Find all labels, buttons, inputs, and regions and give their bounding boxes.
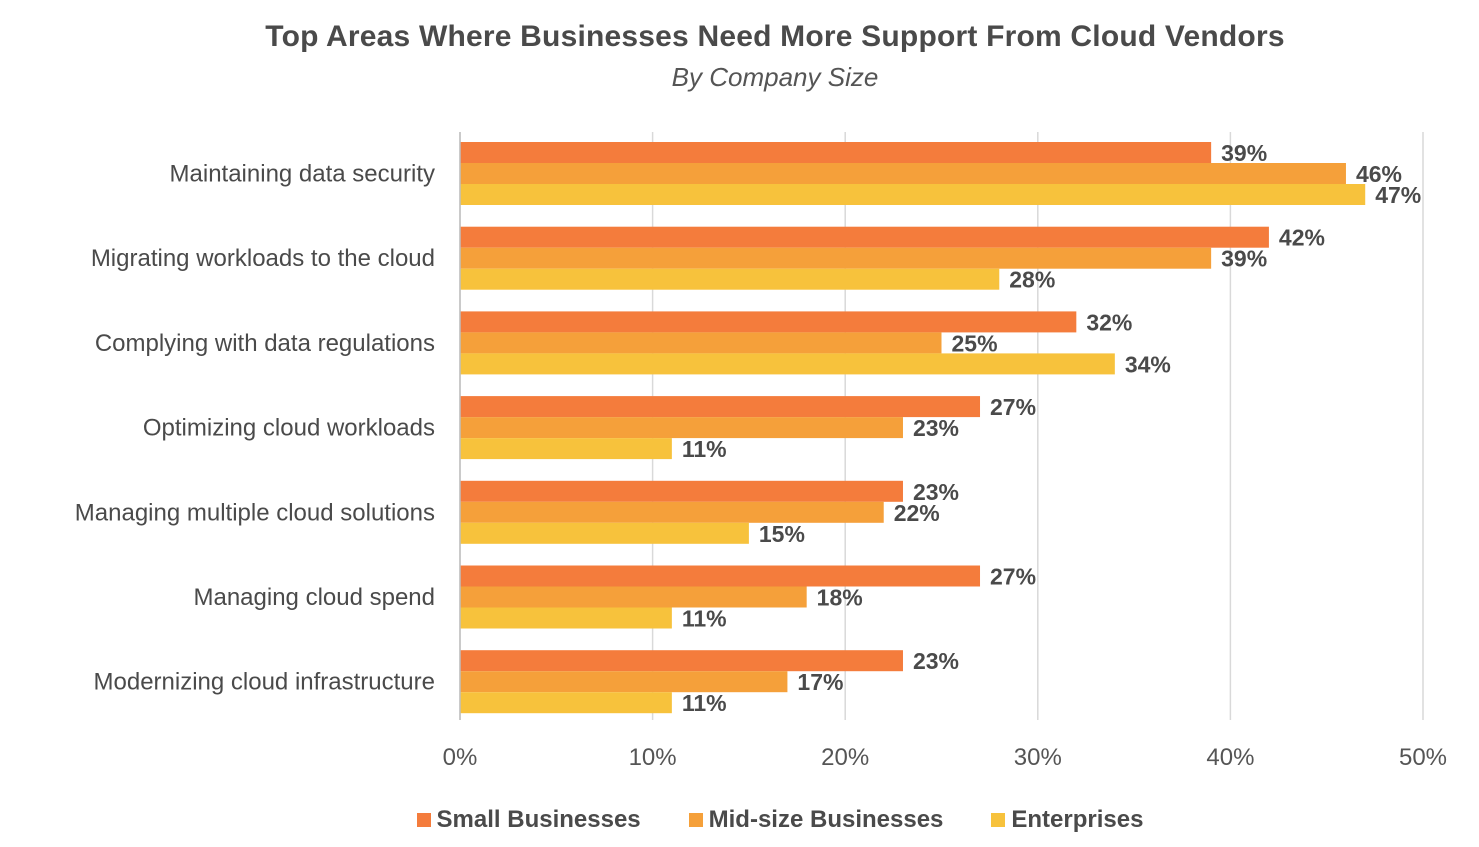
bar <box>460 396 981 418</box>
bar <box>460 353 1115 375</box>
bar-chart: 0% 10% 20% 30% 40% 50% Maintaining data securi… <box>75 132 1447 771</box>
data-label: 23% <box>913 648 959 674</box>
bar <box>460 501 884 523</box>
data-label: 42% <box>1279 225 1325 251</box>
legend-swatch-small-businesses <box>416 813 431 827</box>
x-tick-label: 0% <box>443 744 478 771</box>
category-label: Managing multiple cloud solutions <box>75 499 435 526</box>
data-label: 15% <box>759 521 805 547</box>
legend-label-enterprises: Enterprises <box>1011 806 1144 833</box>
category-label: Optimizing cloud workloads <box>143 415 435 442</box>
data-label: 23% <box>913 415 959 441</box>
bar <box>460 522 749 544</box>
data-label: 34% <box>1125 351 1171 377</box>
legend-item-enterprises: Enterprises <box>991 806 1143 834</box>
bar <box>460 607 672 629</box>
data-label: 39% <box>1221 246 1267 272</box>
data-label: 25% <box>952 330 998 356</box>
category-label: Maintaining data security <box>170 161 435 188</box>
data-label: 46% <box>1356 161 1402 187</box>
bar <box>460 417 903 439</box>
data-label: 22% <box>894 500 940 526</box>
bar <box>460 142 1212 163</box>
bar <box>460 247 1212 269</box>
x-tick-label: 10% <box>629 744 677 771</box>
data-label: 23% <box>913 479 959 505</box>
legend-label-mid-size-businesses: Mid-size Businesses <box>708 806 944 833</box>
bar <box>460 586 807 608</box>
legend: Small Businesses Mid-size Businesses Ent… <box>0 806 1479 834</box>
x-tick-label: 20% <box>821 744 869 771</box>
data-label: 47% <box>1375 182 1421 208</box>
data-label: 11% <box>682 436 727 462</box>
data-label: 18% <box>817 585 863 611</box>
bar <box>460 226 1269 248</box>
bar <box>460 184 1366 205</box>
x-tick-label: 30% <box>1014 744 1062 771</box>
data-label: 32% <box>1086 309 1132 335</box>
bar <box>460 438 672 460</box>
category-label: Managing cloud spend <box>193 584 435 611</box>
legend-item-mid-size-businesses: Mid-size Businesses <box>688 806 944 834</box>
category-label: Complying with data regulations <box>95 330 435 357</box>
data-label: 27% <box>990 394 1036 420</box>
legend-item-small-businesses: Small Businesses <box>416 806 641 834</box>
legend-swatch-enterprises <box>991 813 1006 827</box>
bar <box>460 650 903 672</box>
bar <box>460 565 981 587</box>
chart-subtitle: By Company Size <box>671 62 879 92</box>
data-label: 27% <box>990 564 1036 590</box>
legend-label-small-businesses: Small Businesses <box>436 806 641 833</box>
bar <box>460 692 672 714</box>
category-label: Migrating workloads to the cloud <box>91 245 435 272</box>
x-tick-label: 50% <box>1399 744 1447 771</box>
legend-swatch-mid-size-businesses <box>688 813 703 827</box>
data-label: 11% <box>682 690 727 716</box>
bar <box>460 671 788 693</box>
data-label: 11% <box>682 606 727 632</box>
bar <box>460 480 903 502</box>
data-label: 39% <box>1221 140 1267 166</box>
data-label: 28% <box>1009 267 1055 293</box>
x-tick-label: 40% <box>1206 744 1254 771</box>
bar <box>460 268 1000 290</box>
data-label: 17% <box>797 669 843 695</box>
bar <box>460 311 1077 333</box>
bar <box>460 163 1346 184</box>
category-label: Modernizing cloud infrastructure <box>94 669 436 696</box>
chart-title: Top Areas Where Businesses Need More Sup… <box>265 20 1285 53</box>
bar <box>460 332 942 354</box>
